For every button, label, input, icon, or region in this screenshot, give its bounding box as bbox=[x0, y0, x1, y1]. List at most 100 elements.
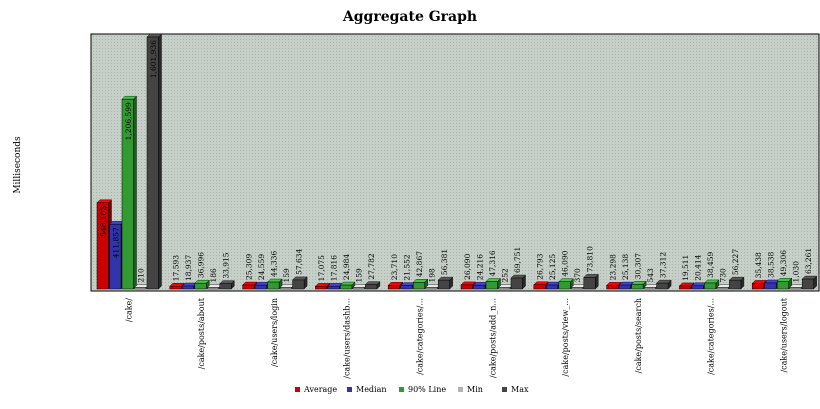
legend-swatch bbox=[347, 387, 352, 392]
legend-swatch bbox=[502, 387, 507, 392]
data-label: 20,414 bbox=[694, 254, 703, 280]
data-label: 57,634 bbox=[294, 248, 303, 274]
x-tick-label: /cake/posts/view_... bbox=[561, 298, 570, 377]
bar-90-line-1 bbox=[194, 279, 210, 290]
x-tick-labels: /cake/ /cake/posts/about/cake/users/login… bbox=[124, 297, 788, 379]
bar-front bbox=[254, 284, 267, 290]
bar-max-7 bbox=[656, 279, 672, 290]
data-label: 1,030 bbox=[791, 261, 800, 283]
data-label: 63,261 bbox=[804, 248, 813, 274]
data-label: 35,438 bbox=[754, 252, 763, 278]
bar-front bbox=[801, 278, 814, 290]
bar-front bbox=[533, 284, 546, 290]
bar-front bbox=[546, 284, 559, 290]
legend-item: Average bbox=[295, 385, 337, 394]
bar-front bbox=[219, 283, 232, 290]
data-label: 47,316 bbox=[488, 250, 497, 276]
data-label: 24,984 bbox=[342, 254, 351, 280]
data-label: 73,810 bbox=[586, 246, 595, 272]
bar-front bbox=[279, 287, 292, 290]
bar-max-4 bbox=[437, 276, 454, 290]
bar-front bbox=[485, 281, 498, 290]
bar-front bbox=[618, 284, 631, 290]
legend-label: Median bbox=[356, 385, 387, 394]
data-label: 25,138 bbox=[621, 254, 630, 280]
bar-max-9 bbox=[801, 275, 818, 290]
data-label: 37,312 bbox=[658, 252, 667, 278]
data-label: 26,090 bbox=[463, 253, 472, 279]
data-label: 1,601,936 bbox=[149, 40, 158, 78]
bar-front bbox=[365, 284, 378, 290]
legend-item: Min bbox=[458, 385, 483, 394]
bar-side bbox=[133, 95, 137, 290]
bar-front bbox=[207, 287, 220, 290]
bar-average-9 bbox=[751, 279, 768, 290]
bar-front bbox=[387, 285, 400, 290]
bar-front bbox=[460, 284, 473, 290]
bar-front bbox=[315, 286, 328, 290]
data-label: 210 bbox=[136, 268, 145, 283]
bar-front bbox=[425, 287, 438, 290]
bar-front bbox=[751, 283, 764, 290]
data-label: 44,336 bbox=[269, 251, 278, 277]
bar-max-6 bbox=[583, 273, 599, 290]
bar-front bbox=[267, 281, 280, 290]
x-tick-label: /cake/users/login bbox=[270, 298, 279, 367]
bar-front bbox=[656, 282, 669, 290]
legend-swatch bbox=[458, 387, 463, 392]
legend-label: Min bbox=[467, 385, 483, 394]
bar-front bbox=[121, 98, 134, 290]
bar-front bbox=[789, 287, 802, 290]
bar-max-2 bbox=[292, 276, 308, 290]
data-label: 159 bbox=[282, 268, 291, 283]
x-tick-label: /cake/categories/... bbox=[707, 298, 716, 375]
data-label: 17,593 bbox=[172, 255, 181, 281]
x-tick-label: /cake/ bbox=[124, 298, 133, 323]
legend-item: Max bbox=[502, 385, 529, 394]
y-axis-label: Milliseconds bbox=[13, 136, 23, 194]
data-label: 159 bbox=[355, 268, 364, 283]
data-label: 24,216 bbox=[475, 254, 484, 280]
data-label: 33,915 bbox=[222, 252, 231, 278]
data-label: 19,511 bbox=[681, 255, 690, 281]
bar-front bbox=[498, 287, 511, 290]
bar-front bbox=[412, 282, 425, 290]
data-label: 38,459 bbox=[706, 251, 715, 277]
legend-item: 90% Line bbox=[399, 385, 446, 394]
bar-front bbox=[679, 285, 692, 290]
bar-front bbox=[571, 287, 584, 290]
bar-max-0 bbox=[146, 33, 162, 290]
bar-front bbox=[169, 285, 182, 290]
bar-front bbox=[194, 282, 207, 290]
plot-area bbox=[90, 33, 820, 292]
bar-max-5 bbox=[510, 274, 526, 290]
bar-max-1 bbox=[219, 280, 235, 290]
data-label: 36,996 bbox=[197, 252, 206, 278]
bar-front bbox=[776, 280, 789, 290]
bar-90-line-8 bbox=[703, 279, 720, 290]
bar-max-3 bbox=[364, 281, 381, 290]
bar-front bbox=[146, 36, 159, 290]
bar-front bbox=[704, 282, 717, 290]
legend-item: Median bbox=[347, 385, 387, 394]
bar-90-line-2 bbox=[267, 278, 283, 290]
bar-front bbox=[764, 282, 777, 290]
data-label: 186 bbox=[209, 268, 218, 283]
bar-side bbox=[158, 33, 162, 290]
data-label: 49,306 bbox=[779, 250, 788, 276]
data-label: 543 bbox=[646, 268, 655, 283]
data-label: 56,381 bbox=[440, 249, 449, 275]
data-label: 27,782 bbox=[367, 253, 376, 279]
bar-90-line-7 bbox=[631, 280, 647, 290]
chart-legend: Average Median 90% Line Min Max bbox=[295, 385, 529, 394]
bar-front bbox=[134, 287, 147, 290]
data-label: 252 bbox=[500, 268, 509, 283]
bar-front bbox=[606, 285, 619, 290]
bar-front bbox=[631, 283, 644, 290]
data-label: 548,103 bbox=[99, 206, 108, 237]
bar-front bbox=[352, 287, 365, 290]
legend-label: 90% Line bbox=[408, 385, 446, 394]
